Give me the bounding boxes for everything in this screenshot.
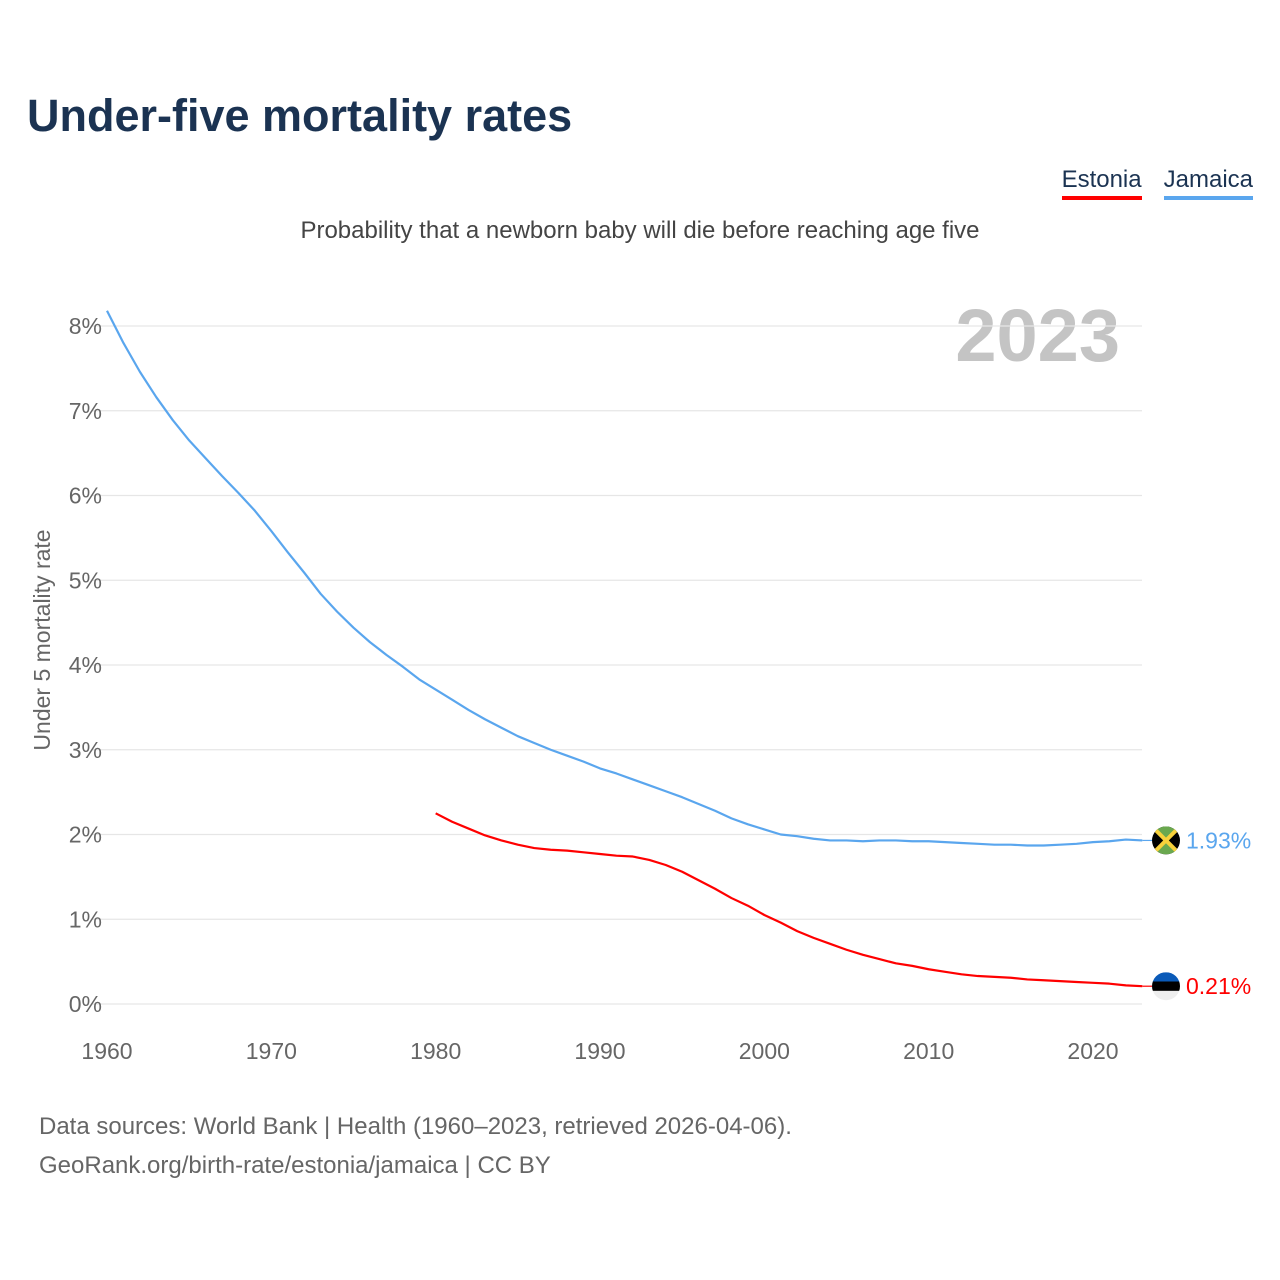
x-tick-label: 2000 [739, 1038, 790, 1064]
flag-jamaica-icon [1152, 826, 1180, 855]
series-line-jamaica [106, 310, 1143, 847]
x-tick-label: 2010 [903, 1038, 954, 1064]
y-tick-label: 3% [69, 737, 102, 763]
legend-estonia[interactable]: Estonia [1061, 166, 1142, 200]
x-tick-label: 1960 [81, 1038, 132, 1064]
chart-title: Under-five mortality rates [27, 90, 573, 141]
y-tick-label: 7% [69, 398, 102, 424]
legend: Estonia Jamaica [1061, 166, 1253, 200]
y-tick-label: 2% [69, 822, 102, 848]
end-value-label-estonia: 0.21% [1186, 973, 1251, 999]
series-line-estonia [435, 812, 1143, 988]
x-tick-label: 1970 [246, 1038, 297, 1064]
y-tick-label: 1% [69, 906, 102, 932]
y-tick-label: 4% [69, 652, 102, 678]
source-line-1: Data sources: World Bank | Health (1960–… [39, 1113, 792, 1140]
x-tick-label: 1990 [574, 1038, 625, 1064]
source-line-2[interactable]: GeoRank.org/birth-rate/estonia/jamaica |… [39, 1152, 551, 1179]
source-note: Data sources: World Bank | Health (1960–… [39, 1107, 792, 1185]
y-tick-label: 5% [69, 567, 102, 593]
x-tick-label: 2020 [1067, 1038, 1118, 1064]
y-axis-label: Under 5 mortality rate [29, 529, 55, 750]
y-tick-label: 6% [69, 483, 102, 509]
chart-subtitle: Probability that a newborn baby will die… [300, 217, 980, 244]
y-tick-label: 8% [69, 313, 102, 339]
flag-estonia-icon [1152, 972, 1180, 1001]
end-value-label-jamaica: 1.93% [1186, 827, 1251, 853]
year-watermark: 2023 [955, 294, 1120, 377]
y-tick-label: 0% [69, 991, 102, 1017]
x-tick-label: 1980 [410, 1038, 461, 1064]
legend-jamaica[interactable]: Jamaica [1163, 166, 1253, 200]
